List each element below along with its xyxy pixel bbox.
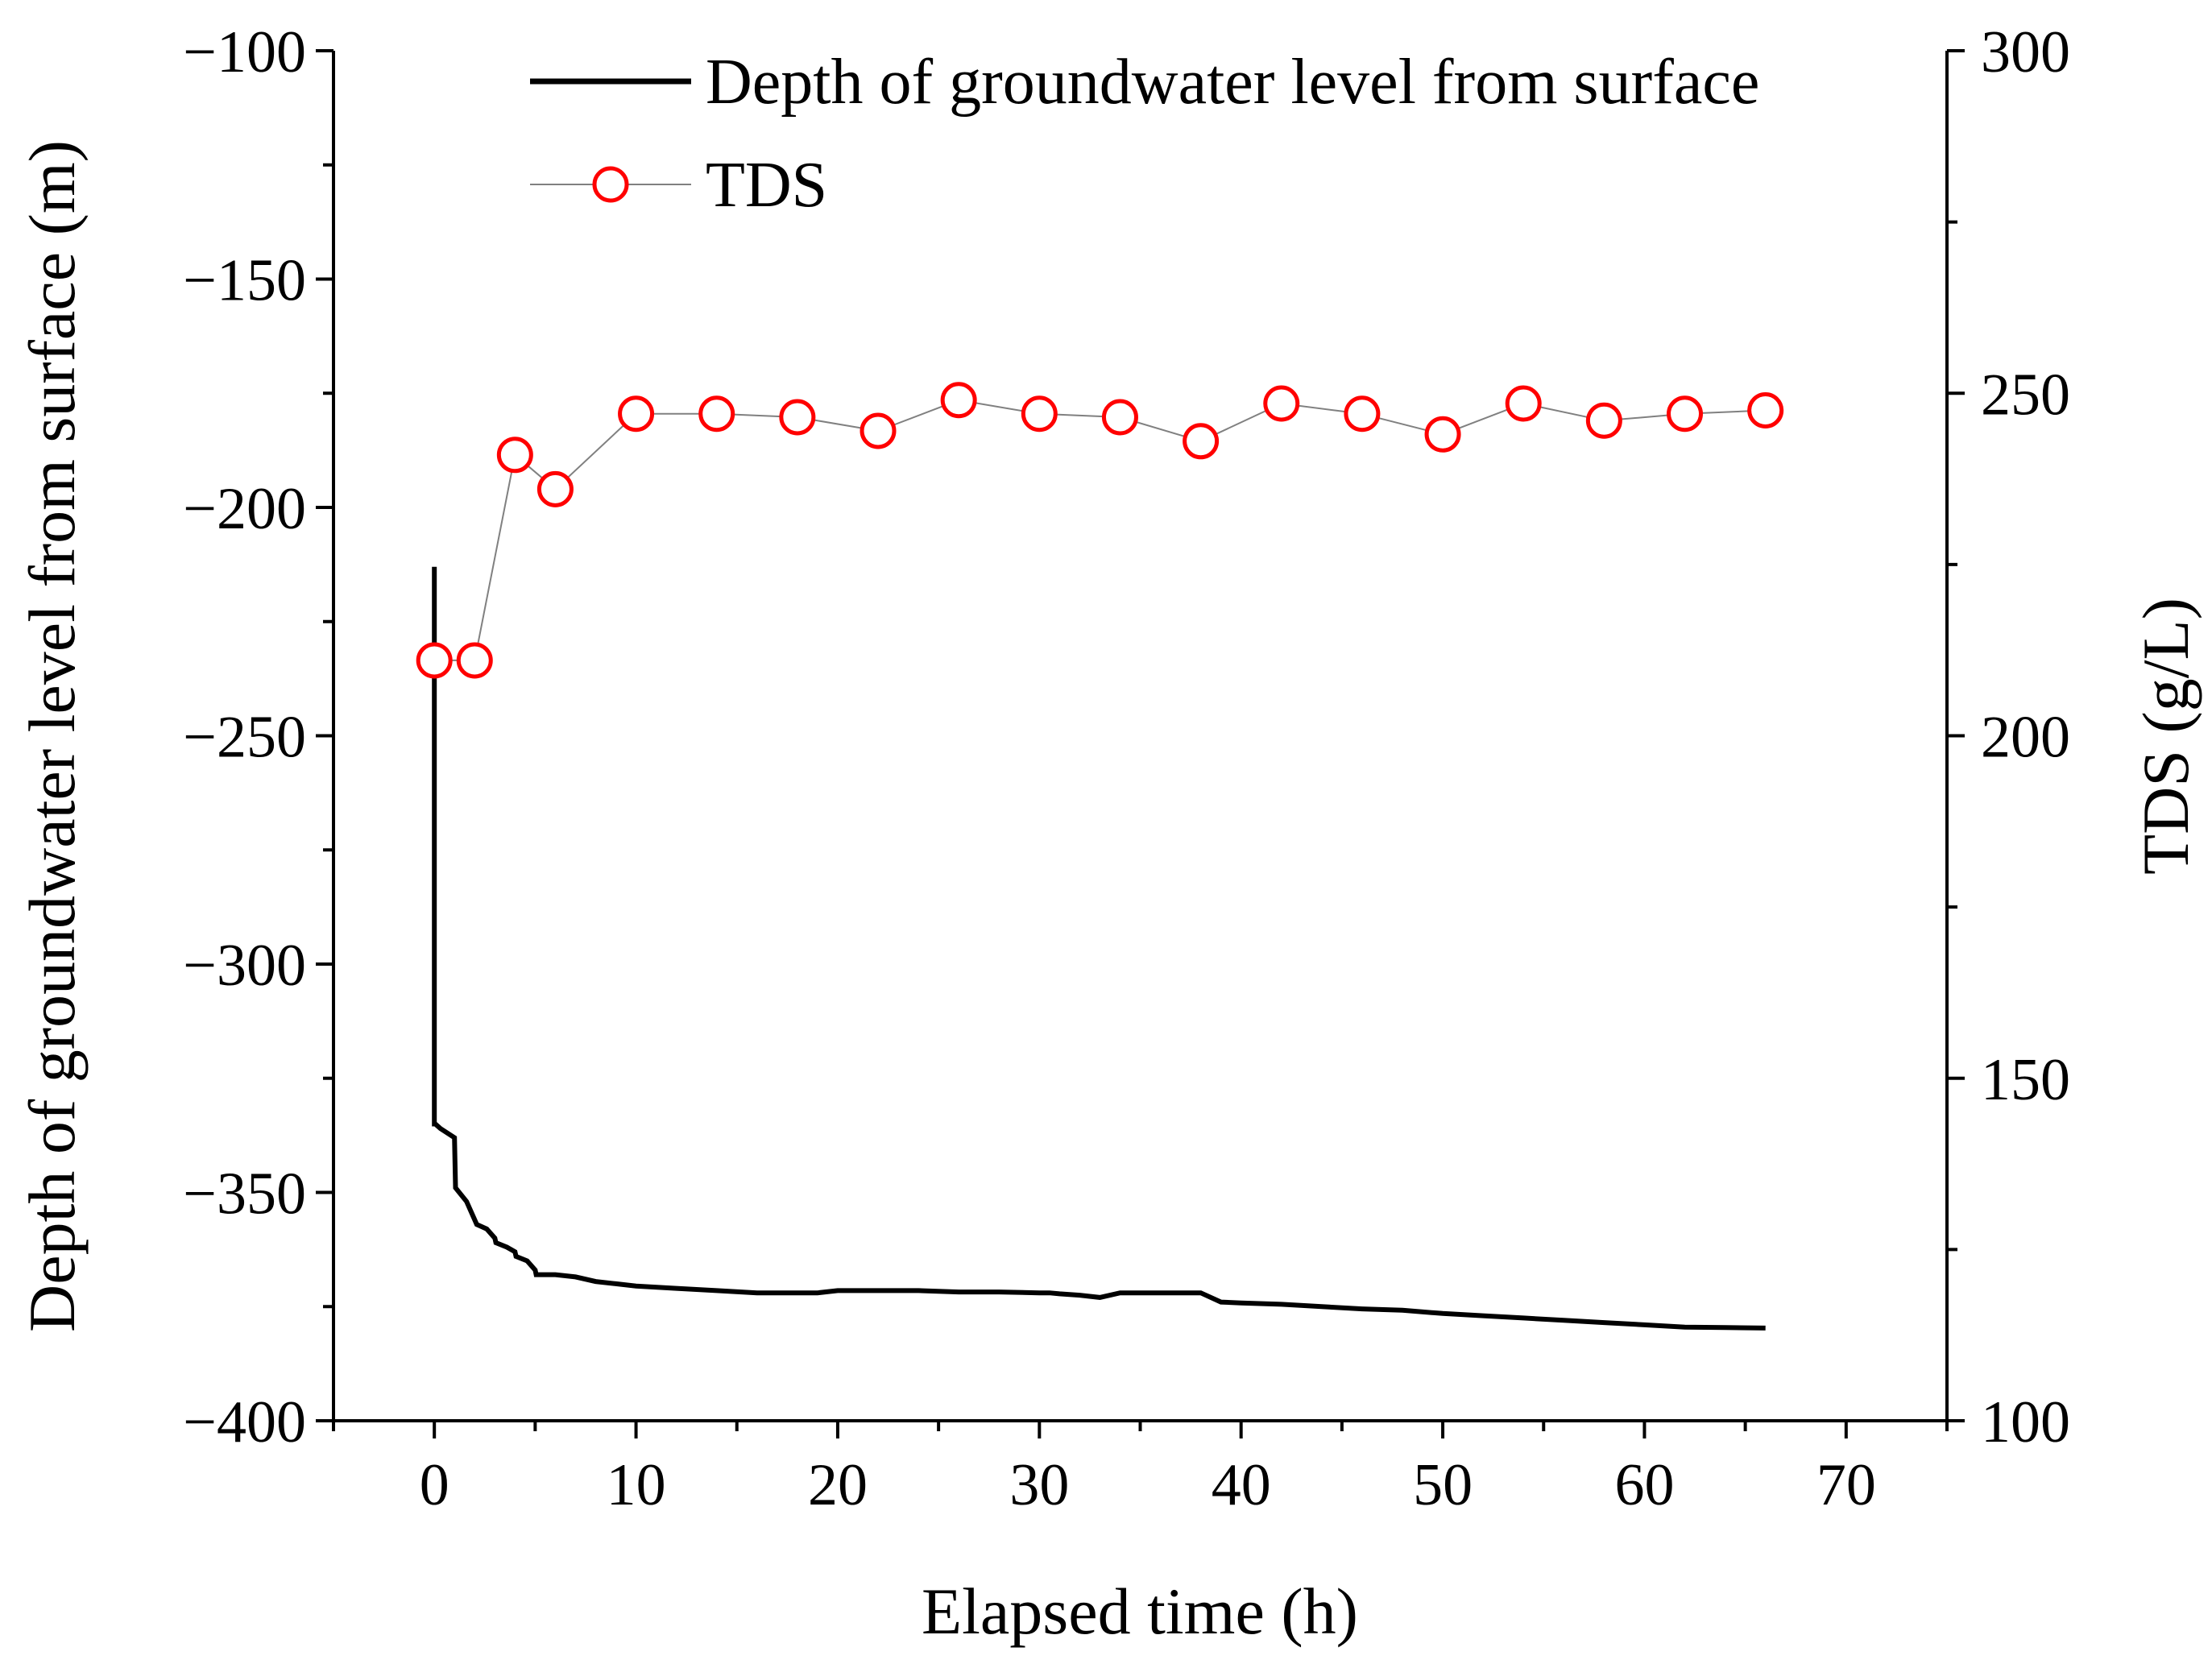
right-y-tick-label: 150	[1981, 1047, 2070, 1113]
right-y-tick-label: 200	[1981, 705, 2070, 771]
left-y-tick-label: −300	[183, 933, 306, 999]
tds-point	[860, 412, 897, 449]
right-y-tick-label: 300	[1981, 19, 2070, 85]
left-y-tick-label: −350	[183, 1161, 306, 1227]
x-tick-label: 60	[1614, 1452, 1674, 1518]
left-y-axis-title: Depth of groundwater level from surface …	[15, 140, 89, 1332]
tds-point	[1424, 416, 1461, 453]
x-tick-label: 40	[1212, 1452, 1271, 1518]
left-y-tick-label: −100	[183, 19, 306, 85]
tds-point	[1101, 399, 1138, 436]
tds-point	[698, 395, 735, 433]
tds-point	[536, 470, 574, 507]
tds-point	[1263, 385, 1300, 422]
tds-series	[416, 382, 1784, 679]
x-tick-label: 30	[1009, 1452, 1069, 1518]
left-y-tick-label: −250	[183, 705, 306, 771]
right-y-ticks: 300 250 200 150 100	[1947, 19, 2070, 1455]
left-y-ticks: −100 −150 −200 −250 −300 −350 −400	[183, 19, 333, 1455]
depth-series	[432, 566, 1766, 1331]
x-tick-label: 70	[1816, 1452, 1876, 1518]
tds-point	[1585, 402, 1622, 439]
tds-point	[779, 399, 816, 436]
tds-point	[1344, 395, 1381, 433]
legend-tds-label: TDS	[706, 150, 827, 221]
x-tick-label: 20	[808, 1452, 868, 1518]
tds-point	[1505, 385, 1542, 422]
tds-point	[1667, 395, 1704, 433]
x-tick-label: 10	[607, 1452, 666, 1518]
tds-point	[416, 642, 453, 679]
tds-point	[1021, 395, 1058, 433]
tds-point	[940, 382, 977, 419]
tds-point	[496, 437, 533, 474]
tds-point	[1183, 423, 1220, 460]
tds-point	[618, 395, 655, 433]
legend-tds-marker	[592, 166, 629, 203]
right-y-tick-label: 250	[1981, 362, 2070, 428]
x-axis-title: Elapsed time (h)	[922, 1575, 1358, 1648]
right-y-tick-label: 100	[1981, 1389, 2070, 1455]
left-y-tick-label: −200	[183, 476, 306, 542]
depth-series-line	[432, 566, 1766, 1331]
x-tick-label: 50	[1413, 1452, 1473, 1518]
legend: Depth of groundwater level from surface …	[530, 47, 1759, 221]
x-tick-label: 0	[420, 1452, 449, 1518]
left-y-tick-label: −400	[183, 1389, 306, 1455]
right-y-axis-title: TDS (g/L)	[2129, 598, 2202, 875]
left-y-tick-label: −150	[183, 248, 306, 314]
tds-point	[1747, 392, 1784, 429]
x-ticks: 0 10 20 30 40 50 60 70	[332, 1421, 1949, 1518]
tds-point	[456, 642, 493, 679]
legend-depth-label: Depth of groundwater level from surface	[706, 47, 1759, 118]
